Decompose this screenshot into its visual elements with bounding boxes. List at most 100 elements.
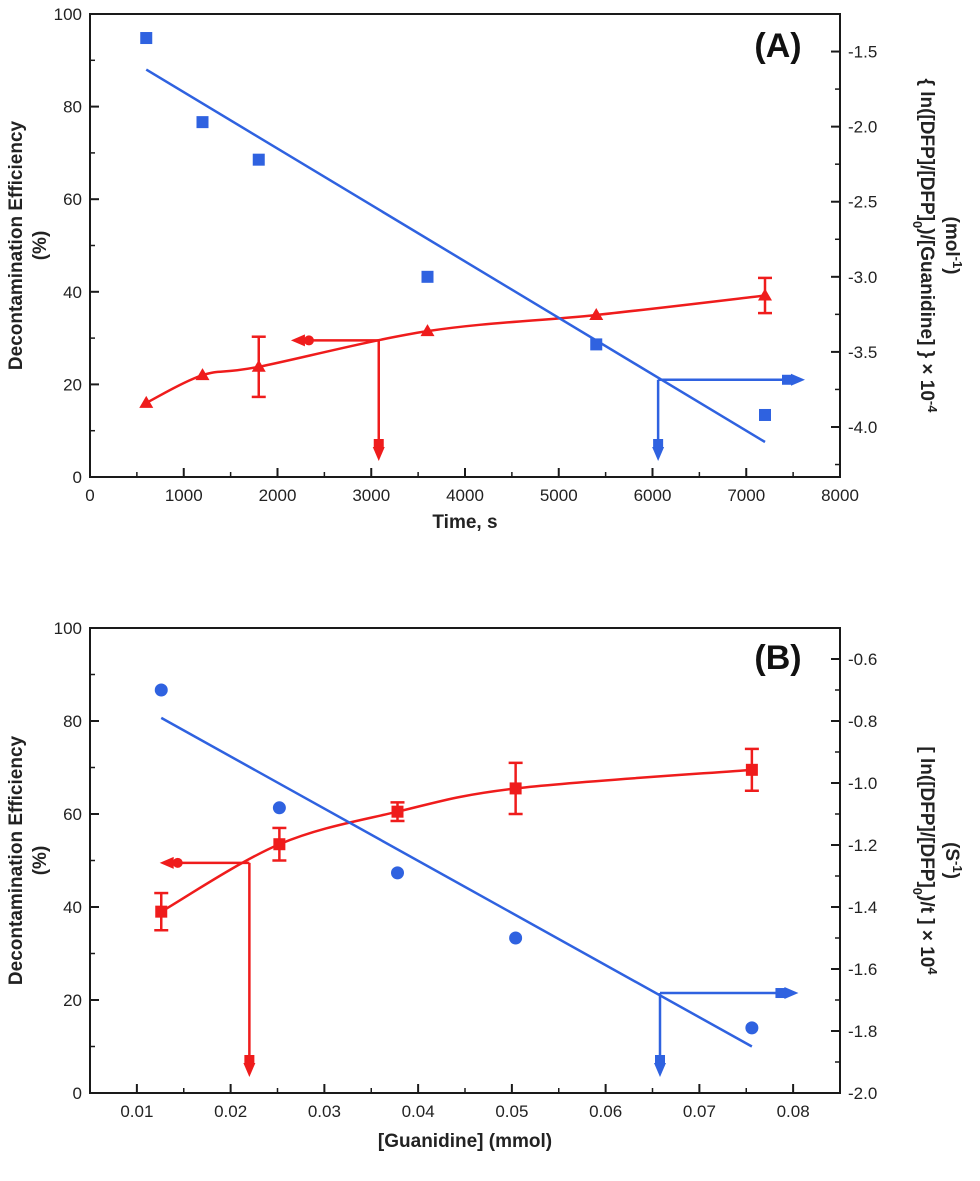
y-right-tick-label: -1.2 (848, 836, 877, 855)
x-tick-label: 0.04 (402, 1102, 435, 1121)
chart-panel-1: 0.01 0.02 0.03 0.04 0.05 0.06 0.07 0.0802040608… (6, 619, 966, 1152)
y-left-axis-title: Decontamination Efficiency (6, 120, 27, 370)
indicator-0-down-arrowhead (372, 447, 385, 461)
indicator-1-down-arrowhead (654, 1063, 666, 1077)
y-right-tick-label: -1.6 (848, 960, 877, 979)
x-tick-label: 8000 (821, 486, 859, 505)
y-right-tick-label: -1.0 (848, 774, 877, 793)
series-1-point (421, 270, 434, 283)
y-right-unit-part: ) (941, 268, 962, 274)
y-left-tick-label: 80 (63, 98, 82, 117)
series-0-point (195, 368, 210, 381)
y-left-axis-unit: (%) (30, 231, 51, 261)
x-tick-label: 0.03 (308, 1102, 341, 1121)
y-right-tick-label: -2.0 (848, 118, 877, 137)
series-0-point (155, 905, 168, 918)
indicator-1-down-marker (655, 1055, 665, 1065)
series-0-point (745, 763, 758, 776)
series-1-point (272, 801, 286, 815)
y-right-axis-unit: (S-1) (941, 842, 966, 879)
y-right-title-subscript: 0 (911, 221, 926, 228)
y-right-tick-label: -2.5 (848, 193, 877, 212)
x-axis-title: Time, s (432, 512, 497, 533)
series-1-point (509, 931, 523, 945)
y-right-title-part: )/t ] × 10 (916, 895, 937, 967)
y-left-axis-unit: (%) (30, 846, 51, 876)
x-tick-label: 3000 (352, 486, 390, 505)
series-0-point (420, 324, 435, 337)
y-right-axis-title: { ln([DFP]/[DFP]0)/[Guanidine] } × 10-4 (911, 79, 941, 414)
y-right-title-part: { ln([DFP]/[DFP] (916, 79, 937, 221)
y-right-tick-label: -0.8 (848, 712, 877, 731)
x-axis-title: [Guanidine] (mmol) (378, 1131, 552, 1152)
y-left-tick-label: 40 (63, 283, 82, 302)
series-0-point (391, 805, 404, 818)
series-1-point (196, 116, 209, 129)
y-right-tick-label: -2.0 (848, 1084, 877, 1103)
series-1-point (252, 153, 265, 166)
series-1-point (140, 32, 153, 45)
y-left-tick-label: 0 (73, 1084, 82, 1103)
y-left-tick-label: 0 (73, 468, 82, 487)
panel-label: (A) (754, 27, 801, 65)
y-left-tick-label: 100 (54, 619, 82, 638)
x-tick-label: 0.05 (495, 1102, 528, 1121)
y-right-unit-superscript: -1 (951, 861, 966, 873)
indicator-0-down-arrowhead (243, 1063, 256, 1077)
plot-frame (89, 627, 841, 1094)
indicator-0-down-marker (373, 439, 384, 449)
x-tick-label: 6000 (634, 486, 672, 505)
y-left-tick-label: 60 (63, 190, 82, 209)
y-right-axis-title: [ ln([DFP]/[DFP]0)/t ] × 104 (911, 746, 941, 975)
y-left-tick-label: 100 (54, 5, 82, 24)
series-0-point (273, 838, 286, 851)
x-tick-label: 4000 (446, 486, 484, 505)
y-left-tick-label: 40 (63, 898, 82, 917)
indicator-0-down-marker (244, 1055, 255, 1065)
y-right-title-part: [ ln([DFP]/[DFP] (916, 746, 937, 887)
y-right-unit-part: (mol (941, 217, 962, 257)
series-1-fit-line (160, 716, 753, 1048)
x-tick-label: 2000 (259, 486, 297, 505)
y-right-title-superscript: 4 (926, 967, 941, 975)
plot-frame (89, 13, 841, 478)
series-1-point (391, 866, 404, 880)
series-0-point (589, 307, 604, 320)
series-0-point (509, 782, 522, 795)
y-right-unit-part: ) (941, 873, 962, 879)
series-1-point (759, 408, 771, 421)
x-tick-label: 0.07 (683, 1102, 716, 1121)
y-right-title-subscript: 0 (911, 888, 926, 895)
series-0-point (758, 288, 772, 301)
y-right-unit-part: (S (941, 842, 962, 861)
y-right-unit-superscript: -1 (951, 257, 966, 269)
indicator-1-side-arrowhead (791, 373, 805, 386)
indicator-1-down-arrowhead (652, 447, 665, 461)
indicator-0-side-marker (172, 857, 183, 868)
y-right-tick-label: -1.5 (848, 43, 877, 62)
x-tick-label: 7000 (727, 486, 765, 505)
indicator-0-side-arrowhead (290, 334, 305, 347)
indicator-1-down-marker (653, 439, 664, 449)
y-right-tick-label: -0.6 (848, 650, 877, 669)
panel-label: (B) (754, 639, 801, 677)
series-0-point (139, 395, 154, 408)
indicator-0-side-marker (303, 335, 314, 346)
y-right-title-part: )/[Guanidine] } × 10 (916, 228, 937, 401)
y-left-axis-title: Decontamination Efficiency (6, 735, 27, 985)
series-0-point (251, 359, 266, 372)
series-1-point (154, 683, 168, 697)
x-tick-label: 5000 (540, 486, 578, 505)
indicator-1-side-marker (782, 374, 792, 385)
y-right-tick-label: -1.8 (848, 1022, 877, 1041)
x-tick-label: 0.02 (214, 1102, 247, 1121)
y-left-tick-label: 80 (63, 712, 82, 731)
y-right-tick-label: -3.0 (848, 268, 877, 287)
chart-panel-0: 0 1000 2000 3000 4000 5000 6000 7000 80000204060… (6, 5, 966, 533)
series-1-fit-line (145, 68, 766, 444)
y-right-title-superscript: -4 (926, 401, 941, 413)
series-1-point (590, 338, 603, 351)
y-left-tick-label: 60 (63, 805, 82, 824)
indicator-1-side-arrowhead (784, 987, 799, 1000)
